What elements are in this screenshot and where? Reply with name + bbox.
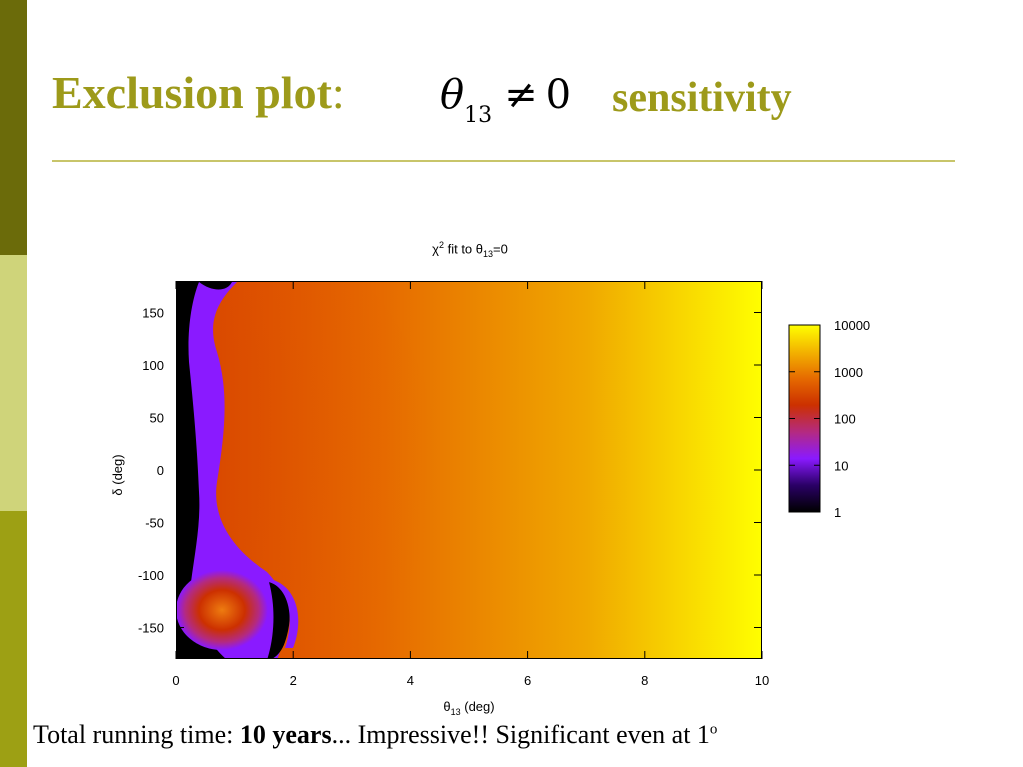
colorbar-tick-label: 10 bbox=[834, 458, 848, 473]
chart-title-sub: 13 bbox=[483, 248, 494, 259]
chart-title-suffix: =0 bbox=[493, 241, 508, 257]
y-tick-label: 100 bbox=[142, 358, 164, 373]
footer-note: Total running time: 10 years... Impressi… bbox=[33, 720, 717, 754]
heatmap-black-arc bbox=[267, 582, 290, 658]
colorbar-tick-label: 1 bbox=[834, 505, 841, 520]
title-suffix: sensitivity bbox=[612, 75, 792, 121]
x-tick-label: 6 bbox=[524, 673, 531, 688]
sidebar-stripe-bottom bbox=[0, 511, 27, 767]
footer-bold: 10 years bbox=[239, 720, 332, 749]
formula-relation: ≠ bbox=[504, 72, 538, 118]
x-axis-label: θ13 (deg) bbox=[443, 699, 494, 717]
colorbar-tick-label: 10000 bbox=[834, 318, 870, 333]
heatmap-hotspot bbox=[177, 570, 268, 650]
colorbar-tick-label: 100 bbox=[834, 412, 856, 427]
colorbar-tick-label: 1000 bbox=[834, 365, 863, 380]
footer-suffix: ... Impressive!! Significant even at 1 bbox=[331, 720, 710, 749]
chart-title: χ2 fit to θ13=0 bbox=[380, 240, 560, 259]
y-tick-label: -100 bbox=[138, 568, 164, 583]
formula-subscript: 13 bbox=[464, 103, 493, 128]
chart-title-prefix: χ bbox=[432, 241, 439, 257]
footer-prefix: Total running time: bbox=[33, 720, 240, 749]
slide-title: Exclusion plot: bbox=[52, 66, 345, 126]
y-tick-label: -150 bbox=[138, 621, 164, 636]
y-axis-label: δ (deg) bbox=[110, 454, 125, 495]
heatmap-svg bbox=[177, 282, 761, 658]
title-colon: : bbox=[331, 67, 345, 118]
x-tick-label: 8 bbox=[641, 673, 648, 688]
title-formula: θ13 ≠ 0 bbox=[440, 72, 571, 132]
chart-title-mid: fit to θ bbox=[443, 241, 484, 257]
x-tick-label: 0 bbox=[172, 673, 179, 688]
title-main: Exclusion plot bbox=[52, 67, 332, 118]
footer-superscript: o bbox=[709, 721, 718, 738]
chart-title-sup: 2 bbox=[438, 240, 444, 250]
title-divider bbox=[52, 160, 955, 162]
y-tick-label: -50 bbox=[145, 516, 164, 531]
heatmap-purple-band bbox=[177, 282, 286, 658]
x-tick-label: 2 bbox=[290, 673, 297, 688]
heatmap-plot-area bbox=[176, 281, 762, 659]
heatmap-black-band bbox=[177, 282, 200, 582]
formula-value: 0 bbox=[545, 72, 572, 118]
heatmap-purple-arc bbox=[265, 578, 299, 648]
y-tick-label: 50 bbox=[150, 411, 164, 426]
sidebar-stripe-top bbox=[0, 0, 27, 255]
y-tick-label: 150 bbox=[142, 306, 164, 321]
x-tick-label: 10 bbox=[755, 673, 769, 688]
formula-symbol: θ bbox=[440, 72, 465, 118]
sidebar-stripe-middle bbox=[0, 255, 27, 511]
x-tick-label: 4 bbox=[407, 673, 414, 688]
heatmap-black-notch bbox=[199, 282, 232, 290]
y-tick-label: 0 bbox=[157, 463, 164, 478]
